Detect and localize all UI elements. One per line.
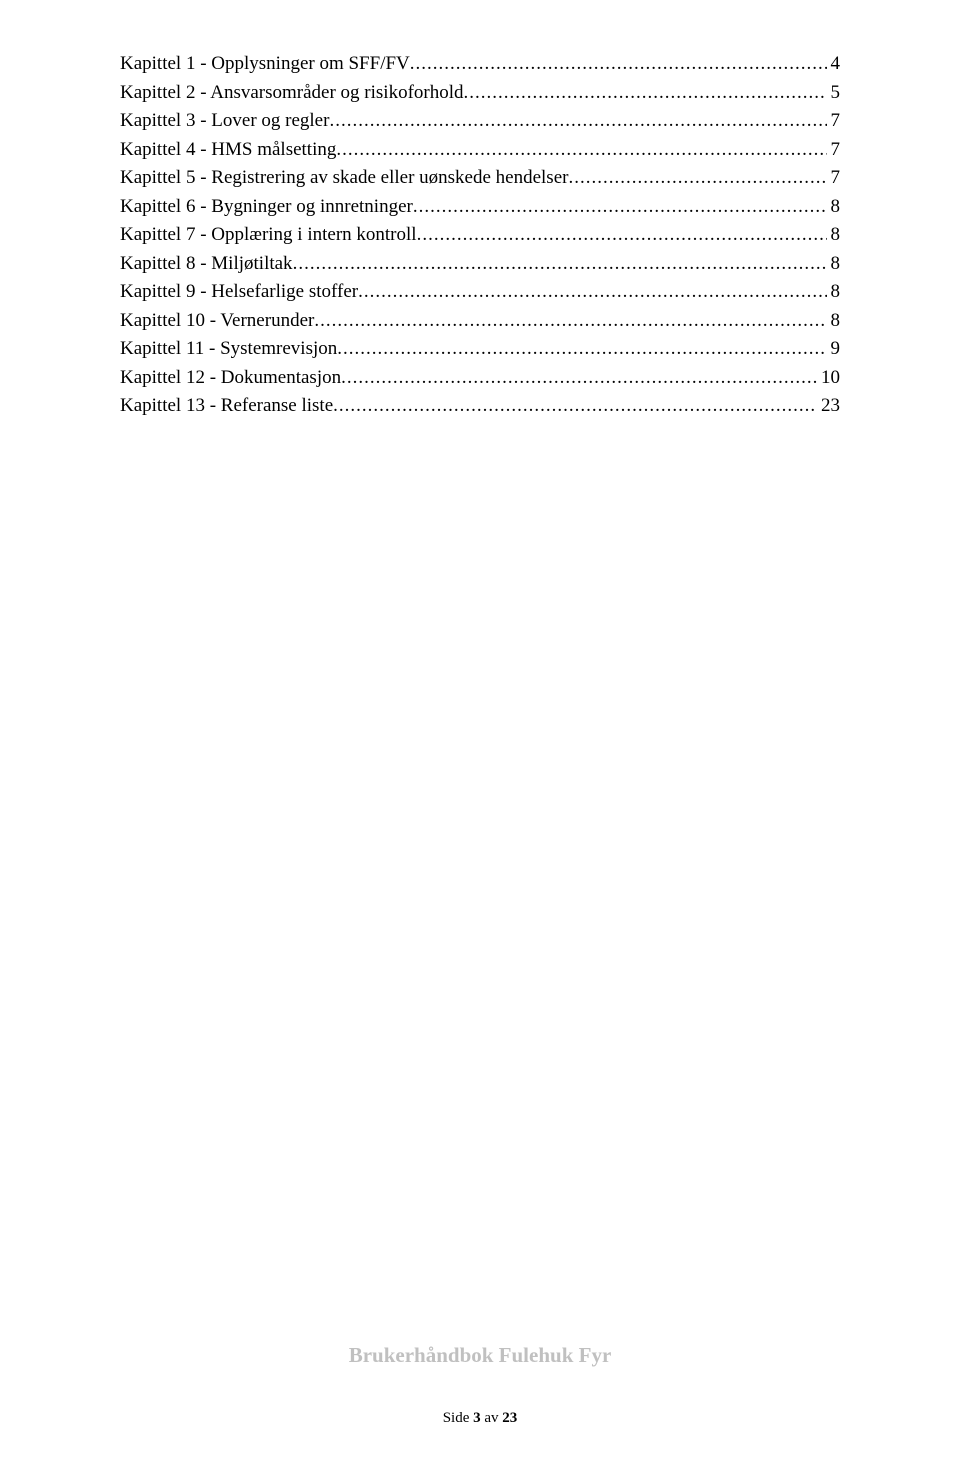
toc-entry-page: 9 [827,335,841,364]
toc-entry-page: 7 [827,136,841,165]
toc-leader-dots [293,250,827,279]
toc-entry-label: Kapittel 13 - Referanse liste [120,392,333,421]
toc-entry-page: 8 [827,250,841,279]
toc-entry[interactable]: Kapittel 8 - Miljøtiltak 8 [120,250,840,279]
toc-leader-dots [358,278,826,307]
page-footer: Brukerhåndbok Fulehuk Fyr Side 3 av 23 [0,1343,960,1427]
toc-entry-page: 7 [827,164,841,193]
toc-entry-label: Kapittel 1 - Opplysninger om SFF/FV [120,50,410,79]
toc-entry-label: Kapittel 11 - Systemrevisjon [120,335,337,364]
toc-entry[interactable]: Kapittel 2 - Ansvarsområder og risikofor… [120,79,840,108]
toc-entry-label: Kapittel 10 - Vernerunder [120,307,314,336]
toc-entry-label: Kapittel 7 - Opplæring i intern kontroll [120,221,417,250]
toc-entry-label: Kapittel 4 - HMS målsetting [120,136,336,165]
footer-page-prefix: Side [443,1410,473,1426]
toc-entry[interactable]: Kapittel 6 - Bygninger og innretninger 8 [120,193,840,222]
footer-page-total: 23 [502,1410,517,1426]
toc-leader-dots [341,364,817,393]
toc-entry-page: 5 [827,79,841,108]
toc-entry-label: Kapittel 8 - Miljøtiltak [120,250,293,279]
toc-leader-dots [417,221,827,250]
table-of-contents: Kapittel 1 - Opplysninger om SFF/FV 4 Ka… [120,50,840,421]
toc-leader-dots [410,50,827,79]
toc-entry-label: Kapittel 2 - Ansvarsområder og risikofor… [120,79,464,108]
toc-entry[interactable]: Kapittel 4 - HMS målsetting 7 [120,136,840,165]
toc-entry-label: Kapittel 5 - Registrering av skade eller… [120,164,568,193]
toc-entry-label: Kapittel 3 - Lover og regler [120,107,329,136]
footer-page-current: 3 [473,1410,481,1426]
toc-entry-page: 8 [827,307,841,336]
toc-entry[interactable]: Kapittel 9 - Helsefarlige stoffer 8 [120,278,840,307]
toc-leader-dots [314,307,826,336]
toc-leader-dots [333,392,817,421]
footer-page-sep: av [481,1410,503,1426]
toc-leader-dots [329,107,826,136]
toc-entry-page: 23 [817,392,840,421]
toc-leader-dots [464,79,827,108]
toc-entry[interactable]: Kapittel 3 - Lover og regler 7 [120,107,840,136]
toc-entry[interactable]: Kapittel 12 - Dokumentasjon 10 [120,364,840,393]
toc-leader-dots [413,193,827,222]
toc-entry-page: 8 [827,221,841,250]
toc-leader-dots [337,335,826,364]
toc-entry-label: Kapittel 6 - Bygninger og innretninger [120,193,413,222]
toc-entry-label: Kapittel 9 - Helsefarlige stoffer [120,278,358,307]
toc-leader-dots [568,164,826,193]
toc-entry-page: 7 [827,107,841,136]
toc-entry[interactable]: Kapittel 10 - Vernerunder 8 [120,307,840,336]
toc-entry-page: 10 [817,364,840,393]
toc-entry[interactable]: Kapittel 1 - Opplysninger om SFF/FV 4 [120,50,840,79]
toc-entry-page: 8 [827,193,841,222]
toc-entry-page: 8 [827,278,841,307]
document-page: Kapittel 1 - Opplysninger om SFF/FV 4 Ka… [0,0,960,421]
footer-document-title: Brukerhåndbok Fulehuk Fyr [0,1343,960,1368]
footer-page-number: Side 3 av 23 [0,1410,960,1427]
toc-entry[interactable]: Kapittel 7 - Opplæring i intern kontroll… [120,221,840,250]
toc-entry[interactable]: Kapittel 13 - Referanse liste 23 [120,392,840,421]
toc-entry[interactable]: Kapittel 11 - Systemrevisjon 9 [120,335,840,364]
toc-entry-label: Kapittel 12 - Dokumentasjon [120,364,341,393]
toc-leader-dots [336,136,826,165]
toc-entry[interactable]: Kapittel 5 - Registrering av skade eller… [120,164,840,193]
toc-entry-page: 4 [827,50,841,79]
